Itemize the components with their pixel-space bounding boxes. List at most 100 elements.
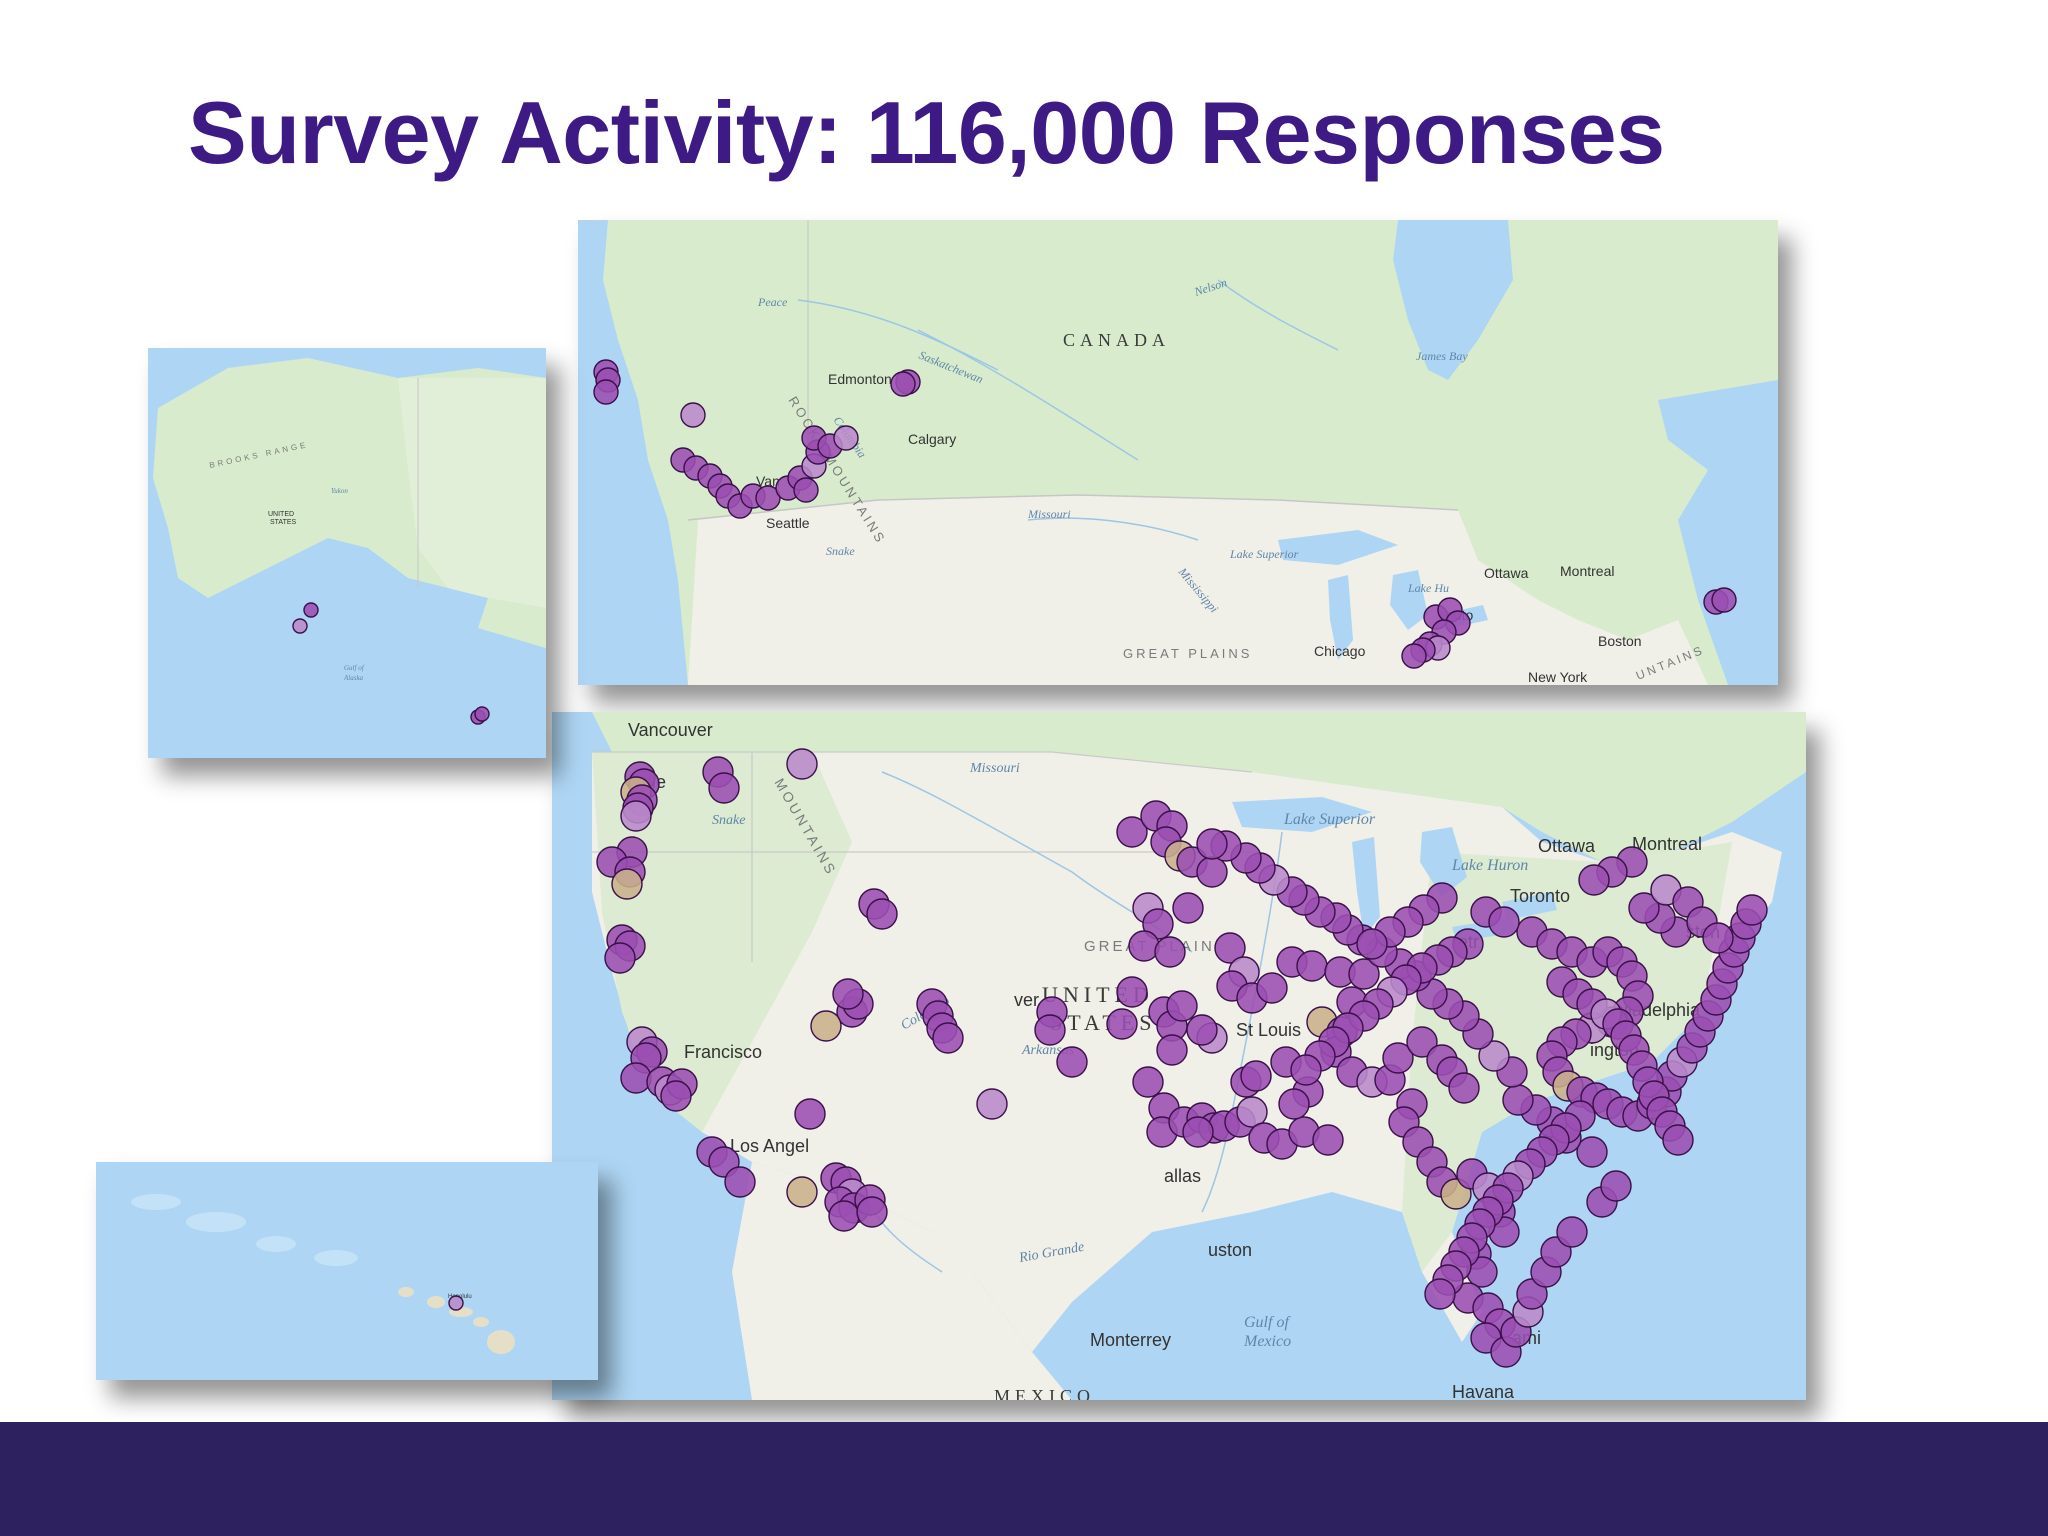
response-marker[interactable] <box>866 898 898 930</box>
label-denver: ver <box>1014 990 1039 1010</box>
hawaii-map-panel[interactable]: Honolulu <box>96 1162 598 1380</box>
alaska-map-canvas[interactable]: BROOKS RANGE UNITED STATES Yukon Gulf of… <box>148 348 546 758</box>
response-marker[interactable] <box>1628 892 1660 924</box>
response-marker[interactable] <box>1382 1042 1414 1074</box>
response-marker[interactable] <box>1312 1124 1344 1156</box>
response-marker[interactable] <box>810 1010 842 1042</box>
alaska-map-panel[interactable]: BROOKS RANGE UNITED STATES Yukon Gulf of… <box>148 348 546 758</box>
response-marker[interactable] <box>1448 1072 1480 1104</box>
response-marker[interactable] <box>833 425 859 451</box>
response-marker[interactable] <box>1502 1084 1534 1116</box>
response-marker[interactable] <box>474 706 490 722</box>
response-marker[interactable] <box>1256 972 1288 1004</box>
response-marker[interactable] <box>1278 1088 1310 1120</box>
response-marker[interactable] <box>1736 894 1768 926</box>
label-lake-superior: Lake Superior <box>1229 547 1299 561</box>
response-marker[interactable] <box>786 748 818 780</box>
response-marker[interactable] <box>1478 1040 1510 1072</box>
response-marker[interactable] <box>1196 828 1228 860</box>
label-ottawa: Ottawa <box>1484 565 1529 581</box>
response-marker[interactable] <box>786 1176 818 1208</box>
response-marker[interactable] <box>1424 1278 1456 1310</box>
response-marker[interactable] <box>828 1200 860 1232</box>
response-marker[interactable] <box>1128 930 1160 962</box>
response-marker[interactable] <box>1711 587 1737 613</box>
response-marker[interactable] <box>1401 643 1427 669</box>
canada-map-canvas[interactable]: CANADA Peace Saskatchewan Nelson James B… <box>578 220 1778 685</box>
response-marker[interactable] <box>1034 1014 1066 1046</box>
response-marker[interactable] <box>832 978 864 1010</box>
response-marker[interactable] <box>1240 1060 1272 1092</box>
response-marker[interactable] <box>1116 816 1148 848</box>
response-marker[interactable] <box>1662 1124 1694 1156</box>
label-houston: uston <box>1208 1240 1252 1260</box>
response-marker[interactable] <box>1166 990 1198 1022</box>
response-marker[interactable] <box>1702 922 1734 954</box>
response-marker[interactable] <box>724 1166 756 1198</box>
response-marker[interactable] <box>1172 892 1204 924</box>
response-marker[interactable] <box>1556 1216 1588 1248</box>
response-marker[interactable] <box>1488 906 1520 938</box>
response-marker[interactable] <box>593 379 619 405</box>
response-marker[interactable] <box>1154 936 1186 968</box>
nelson-river <box>1217 279 1339 351</box>
response-marker[interactable] <box>1056 1046 1088 1078</box>
response-marker[interactable] <box>1290 1054 1322 1086</box>
label-san-francisco: Francisco <box>684 1042 762 1062</box>
response-marker[interactable] <box>976 1088 1008 1120</box>
lake-michigan <box>1328 575 1353 660</box>
response-marker[interactable] <box>620 800 652 832</box>
missouri-river <box>1027 517 1199 541</box>
response-marker[interactable] <box>1106 1008 1138 1040</box>
label-alaska-us-2: STATES <box>270 519 297 526</box>
hawaii-water <box>96 1162 598 1380</box>
label-great-plains: GREAT PLAINS <box>1123 646 1252 661</box>
response-marker[interactable] <box>1600 1170 1632 1202</box>
label-havana: Havana <box>1452 1382 1515 1400</box>
response-marker[interactable] <box>856 1196 888 1228</box>
response-marker[interactable] <box>1182 1116 1214 1148</box>
response-marker[interactable] <box>620 1062 652 1094</box>
response-marker[interactable] <box>708 772 740 804</box>
response-marker[interactable] <box>660 1080 692 1112</box>
response-marker[interactable] <box>932 1022 964 1054</box>
response-marker[interactable] <box>1576 1136 1608 1168</box>
us-map-panel[interactable]: UNITED STATES GREAT PLAIN MOUNTAINS Lake… <box>552 712 1806 1400</box>
response-marker[interactable] <box>611 868 643 900</box>
response-marker[interactable] <box>1356 928 1388 960</box>
atlantic-ocean <box>1658 380 1778 685</box>
lake-superior <box>1278 530 1398 565</box>
response-marker[interactable] <box>680 402 706 428</box>
label-st-louis: St Louis <box>1236 1020 1301 1040</box>
response-marker[interactable] <box>1578 864 1610 896</box>
us-response-markers[interactable] <box>596 748 1768 1368</box>
response-marker[interactable] <box>292 618 308 634</box>
response-marker[interactable] <box>448 1295 464 1311</box>
response-marker[interactable] <box>1196 856 1228 888</box>
alaska-response-markers[interactable] <box>292 602 490 725</box>
response-marker[interactable] <box>1132 1066 1164 1098</box>
hawaii-map-canvas[interactable]: Honolulu <box>96 1162 598 1380</box>
response-marker[interactable] <box>1116 976 1148 1008</box>
response-marker[interactable] <box>1214 932 1246 964</box>
label-los-angeles: Los Angel <box>730 1136 809 1156</box>
response-marker[interactable] <box>1406 1026 1438 1058</box>
response-marker[interactable] <box>303 602 319 618</box>
response-marker[interactable] <box>604 942 636 974</box>
response-marker[interactable] <box>1236 1096 1268 1128</box>
canada-response-markers[interactable] <box>593 359 1737 669</box>
us-map-canvas[interactable]: UNITED STATES GREAT PLAIN MOUNTAINS Lake… <box>552 712 1806 1400</box>
response-marker[interactable] <box>794 1098 826 1130</box>
response-marker[interactable] <box>755 485 781 511</box>
state-borders <box>592 751 1253 962</box>
label-lake-huron: Lake Hu <box>1407 581 1449 595</box>
response-marker[interactable] <box>1296 950 1328 982</box>
response-marker[interactable] <box>793 477 819 503</box>
response-marker[interactable] <box>1348 958 1380 990</box>
response-marker[interactable] <box>890 371 916 397</box>
response-marker[interactable] <box>1186 1014 1218 1046</box>
saskatchewan-river <box>917 329 1139 461</box>
response-marker[interactable] <box>1156 1034 1188 1066</box>
canada-map-panel[interactable]: CANADA Peace Saskatchewan Nelson James B… <box>578 220 1778 685</box>
label-montreal: Montreal <box>1632 834 1702 854</box>
